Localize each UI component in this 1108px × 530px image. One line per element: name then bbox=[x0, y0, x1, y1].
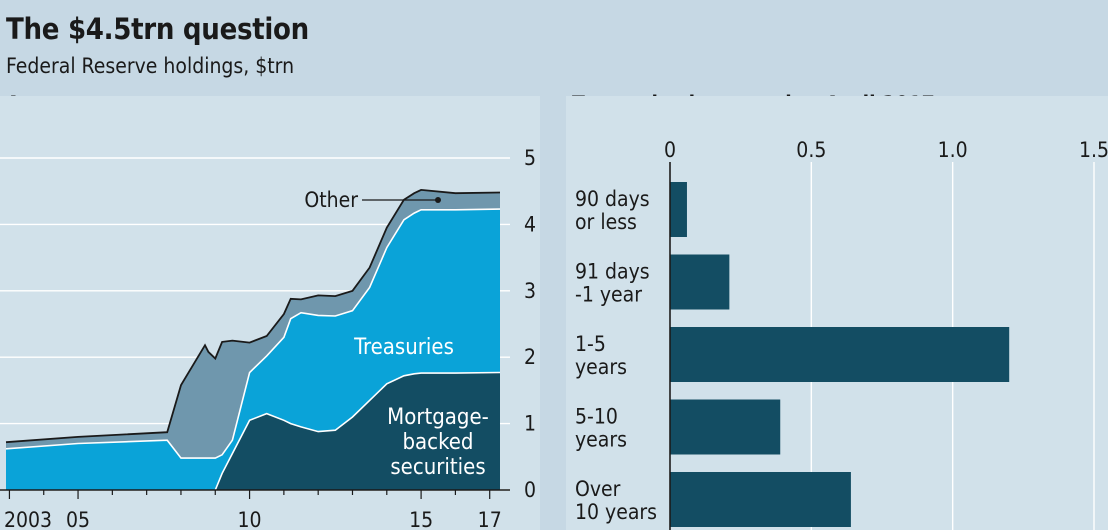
area-series-other bbox=[6, 189, 500, 459]
assets-area-chart: 0 1 2 3 4 5 2003 05 10 15 17 bbox=[0, 146, 536, 530]
area-boundary-line bbox=[214, 371, 501, 491]
chart-title: The $4.5trn question bbox=[6, 12, 309, 46]
assets-y-tick-label: 4 bbox=[524, 212, 536, 236]
treasuries-series-label: Treasuries bbox=[353, 335, 454, 360]
maturity-category-label: Over 10 years bbox=[575, 477, 657, 524]
maturity-x-tick-label: 0 bbox=[664, 138, 676, 162]
assets-x-tick-label: 17 bbox=[478, 508, 502, 530]
assets-x-tick-label: 05 bbox=[66, 508, 90, 530]
maturity-panel-bg bbox=[566, 96, 1108, 530]
maturity-category-label: 90 days or less bbox=[575, 187, 650, 234]
maturity-x-tick-label: 0.5 bbox=[796, 138, 826, 162]
maturity-x-tick-label: 1.0 bbox=[938, 138, 968, 162]
area-series-treasuries bbox=[6, 209, 500, 490]
maturity-category-label: 5-10 years bbox=[575, 405, 627, 452]
maturity-bar bbox=[670, 472, 851, 527]
mbs-series-label: Mortgage-backed securities bbox=[387, 405, 489, 480]
other-label-dot bbox=[435, 197, 441, 203]
area-boundary-line bbox=[5, 208, 501, 459]
total-assets-line bbox=[5, 188, 501, 444]
assets-x-tick-label: 10 bbox=[238, 508, 262, 530]
assets-y-tick-label: 1 bbox=[524, 412, 536, 436]
assets-y-tick-label: 0 bbox=[524, 478, 536, 502]
maturity-category-label: 91 days -1 year bbox=[575, 260, 650, 307]
area-series-mortgage-backed-securities bbox=[6, 372, 500, 490]
assets-y-tick-label: 5 bbox=[524, 146, 536, 170]
maturity-bar bbox=[670, 254, 730, 310]
maturity-bar bbox=[670, 327, 1010, 382]
maturity-category-label: 1-5 years bbox=[575, 332, 627, 379]
maturity-bar bbox=[670, 399, 781, 455]
other-series-label: Other bbox=[304, 188, 358, 212]
assets-y-tick-label: 2 bbox=[524, 345, 536, 369]
assets-x-tick-label: 2003 bbox=[4, 508, 52, 530]
chart-subtitle: Federal Reserve holdings, $trn bbox=[6, 54, 295, 78]
maturity-bar bbox=[670, 182, 687, 237]
assets-x-tick-label: 15 bbox=[409, 508, 433, 530]
maturity-x-tick-label: 1.5 bbox=[1079, 138, 1108, 162]
maturity-bar-chart: 0 0.5 1.0 1.5 90 days or less 91 days -1 year 1-… bbox=[575, 138, 1108, 530]
assets-y-tick-label: 3 bbox=[524, 279, 536, 303]
